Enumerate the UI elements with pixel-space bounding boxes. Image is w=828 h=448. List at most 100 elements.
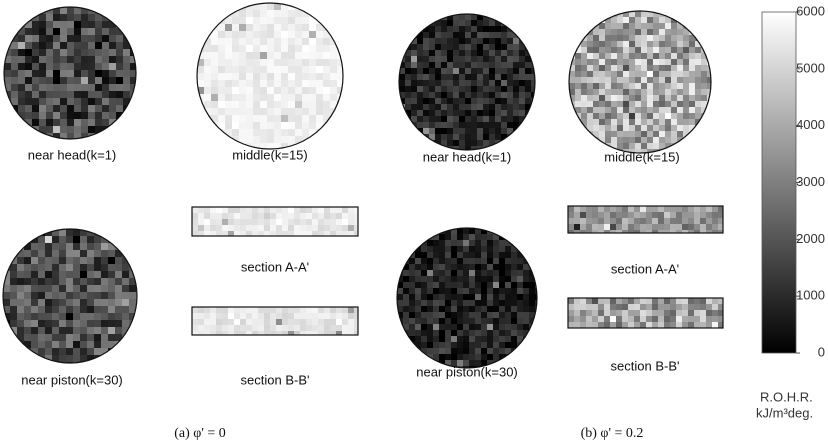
cell	[115, 334, 123, 342]
cell	[316, 31, 324, 39]
cell	[580, 224, 587, 231]
cell	[423, 44, 430, 51]
cell	[4, 70, 12, 78]
cell	[574, 224, 581, 231]
cell	[306, 225, 313, 232]
cell	[622, 224, 629, 231]
cell	[95, 84, 103, 92]
cell	[288, 38, 296, 46]
cell	[665, 41, 672, 48]
cell	[73, 271, 81, 279]
cell	[73, 313, 81, 321]
cell	[459, 50, 466, 57]
cell	[535, 336, 537, 343]
cell	[234, 207, 241, 214]
cell	[45, 285, 53, 293]
cell	[427, 300, 434, 307]
cell	[593, 41, 600, 48]
cell	[641, 53, 648, 60]
cell	[646, 218, 653, 225]
cell	[505, 330, 512, 337]
texture	[192, 307, 358, 335]
cell	[677, 77, 684, 84]
cell	[469, 336, 476, 343]
cell	[519, 50, 526, 57]
cell	[11, 21, 19, 29]
cell	[309, 66, 317, 74]
cell	[122, 264, 130, 272]
cell	[74, 56, 82, 64]
cell	[122, 243, 130, 251]
cell	[439, 282, 446, 289]
cell	[447, 116, 454, 123]
cell	[605, 47, 612, 54]
cell	[234, 331, 241, 335]
cell	[405, 86, 412, 93]
cell	[101, 271, 109, 279]
cell	[10, 243, 18, 251]
cell	[421, 282, 428, 289]
cell	[423, 110, 430, 117]
cell	[95, 49, 103, 57]
cell	[587, 101, 594, 108]
cell	[569, 65, 576, 72]
cell	[216, 207, 223, 214]
cell	[95, 77, 103, 85]
cell	[403, 324, 410, 331]
cell	[399, 14, 406, 21]
cell	[130, 133, 136, 139]
cell	[712, 212, 719, 219]
cell	[267, 24, 275, 32]
cell	[246, 213, 253, 220]
map-label: middle(k=15)	[232, 147, 308, 162]
cell	[647, 143, 654, 150]
cell	[239, 17, 247, 25]
cell	[264, 219, 271, 226]
cell	[102, 105, 110, 113]
cell	[204, 319, 211, 326]
cell	[232, 87, 240, 95]
cell	[441, 122, 448, 129]
cell	[451, 264, 458, 271]
cell	[130, 126, 136, 134]
cell	[688, 206, 695, 213]
cell	[3, 334, 11, 342]
cell	[463, 336, 470, 343]
cell	[671, 95, 678, 102]
cell	[11, 7, 19, 15]
cell	[101, 341, 109, 349]
cell	[136, 264, 137, 272]
cell	[258, 325, 265, 332]
cell	[523, 288, 530, 295]
cell	[611, 143, 618, 150]
cell	[411, 128, 418, 135]
cell	[483, 104, 490, 111]
cell	[641, 11, 648, 18]
cell	[74, 105, 82, 113]
cell	[116, 126, 124, 134]
cell	[281, 73, 289, 81]
cell	[501, 92, 508, 99]
cell	[39, 112, 47, 120]
cell	[435, 38, 442, 45]
cell	[108, 313, 116, 321]
cell	[659, 119, 666, 126]
cell	[623, 35, 630, 42]
outline	[567, 297, 724, 329]
cell	[712, 206, 719, 213]
cell	[295, 10, 303, 18]
cell	[465, 32, 472, 39]
cell	[441, 116, 448, 123]
cell	[641, 59, 648, 66]
cell	[270, 325, 277, 332]
cell	[260, 66, 268, 74]
cell	[459, 104, 466, 111]
cell	[575, 107, 582, 114]
cell	[45, 292, 53, 300]
cell	[453, 14, 460, 21]
cell	[73, 348, 81, 356]
cell	[487, 264, 494, 271]
cell	[475, 312, 482, 319]
cell	[605, 95, 612, 102]
cell	[115, 313, 123, 321]
